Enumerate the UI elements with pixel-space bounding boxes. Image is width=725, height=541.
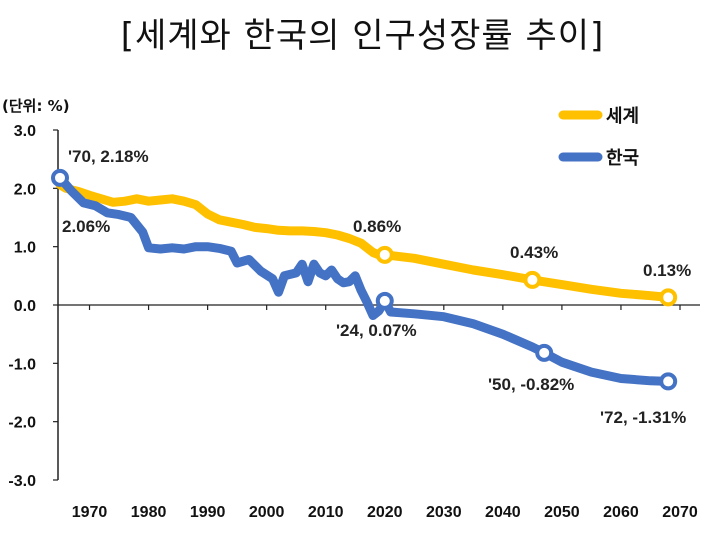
- data-label: 0.86%: [353, 217, 401, 236]
- world-data-point: [659, 288, 678, 307]
- world-data-point: [523, 270, 542, 289]
- y-tick-label: 1.0: [14, 240, 36, 257]
- korea-data-point: [51, 168, 69, 187]
- x-tick-label: 1980: [131, 504, 167, 521]
- data-label: '72, -1.31%: [600, 408, 686, 427]
- data-label: 0.13%: [643, 261, 691, 280]
- korea-data-point: [659, 372, 678, 391]
- x-tick-label: 2000: [249, 504, 285, 521]
- data-label: '24, 0.07%: [336, 321, 417, 340]
- x-tick-label: 2030: [426, 504, 462, 521]
- y-tick-label: -2.0: [8, 415, 36, 432]
- x-tick-label: 1970: [72, 504, 108, 521]
- korea-data-point: [375, 291, 394, 310]
- legend-world-label: 세계: [606, 106, 639, 127]
- chart-title: [세계와 한국의 인구성장률 추이]: [120, 16, 605, 56]
- legend-korea-label: 한국: [606, 148, 639, 169]
- unit-label: (단위: %): [2, 97, 70, 115]
- data-label: '50, -0.82%: [488, 375, 574, 394]
- y-tick-label: 2.0: [14, 181, 36, 198]
- world-series-line: [55, 180, 673, 302]
- y-tick-label: -1.0: [8, 356, 36, 373]
- x-tick-label: 2040: [485, 504, 521, 521]
- x-tick-label: 2010: [308, 504, 344, 521]
- data-label: 0.43%: [510, 243, 558, 262]
- x-tick-label: 2060: [603, 504, 639, 521]
- x-tick-label: 2020: [367, 504, 403, 521]
- data-label: '70, 2.18%: [68, 147, 149, 166]
- korea-data-point: [535, 343, 554, 362]
- x-tick-label: 2070: [662, 504, 698, 521]
- y-tick-label: 3.0: [14, 123, 36, 140]
- korea-series-line: [55, 173, 673, 386]
- y-tick-label: 0.0: [14, 298, 36, 315]
- world-data-point: [375, 245, 394, 264]
- x-tick-label: 1990: [190, 504, 226, 521]
- x-tick-label: 2050: [544, 504, 580, 521]
- data-label: 2.06%: [62, 217, 110, 236]
- y-tick-label: -3.0: [8, 473, 36, 490]
